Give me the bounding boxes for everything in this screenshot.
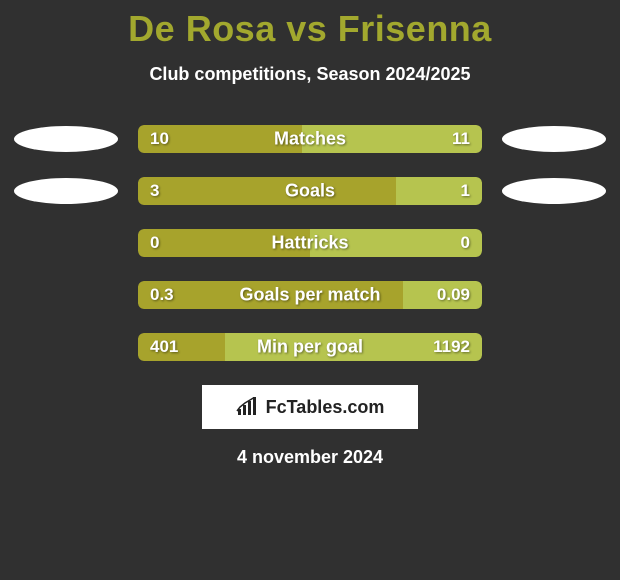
player-left-marker bbox=[14, 178, 118, 204]
bar-label: Goals bbox=[285, 181, 335, 202]
metric-bar: 10 11 Matches bbox=[138, 125, 482, 153]
metric-bar: 401 1192 Min per goal bbox=[138, 333, 482, 361]
bar-left-segment bbox=[138, 177, 396, 205]
bar-right-value: 0 bbox=[461, 233, 470, 253]
bar-label: Goals per match bbox=[239, 285, 380, 306]
metric-bar: 0 0 Hattricks bbox=[138, 229, 482, 257]
metric-row: 0.3 0.09 Goals per match bbox=[0, 281, 620, 309]
metric-bar: 3 1 Goals bbox=[138, 177, 482, 205]
bar-left-value: 10 bbox=[150, 129, 169, 149]
player-right-marker bbox=[502, 126, 606, 152]
bar-left-value: 401 bbox=[150, 337, 178, 357]
metric-row: 3 1 Goals bbox=[0, 177, 620, 205]
metrics-list: 10 11 Matches 3 1 Goals 0 0 Hattricks 0.3 0.09 Goal… bbox=[0, 125, 620, 361]
bar-right-value: 0.09 bbox=[437, 285, 470, 305]
bar-right-value: 11 bbox=[452, 129, 470, 149]
page-title: De Rosa vs Frisenna bbox=[0, 8, 620, 50]
bar-left-value: 0 bbox=[150, 233, 159, 253]
metric-row: 10 11 Matches bbox=[0, 125, 620, 153]
player-left-marker bbox=[14, 126, 118, 152]
bar-label: Matches bbox=[274, 129, 346, 150]
metric-row: 401 1192 Min per goal bbox=[0, 333, 620, 361]
page-subtitle: Club competitions, Season 2024/2025 bbox=[0, 64, 620, 85]
page-date: 4 november 2024 bbox=[0, 447, 620, 468]
player-right-marker bbox=[502, 178, 606, 204]
bar-left-value: 0.3 bbox=[150, 285, 174, 305]
chart-icon bbox=[236, 397, 260, 417]
bar-label: Hattricks bbox=[271, 233, 348, 254]
metric-bar: 0.3 0.09 Goals per match bbox=[138, 281, 482, 309]
metric-row: 0 0 Hattricks bbox=[0, 229, 620, 257]
footer-brand-text: FcTables.com bbox=[266, 397, 385, 418]
bar-label: Min per goal bbox=[257, 337, 363, 358]
bar-left-value: 3 bbox=[150, 181, 159, 201]
bar-right-value: 1 bbox=[461, 181, 470, 201]
footer-brand-badge: FcTables.com bbox=[202, 385, 418, 429]
bar-right-value: 1192 bbox=[433, 337, 470, 357]
